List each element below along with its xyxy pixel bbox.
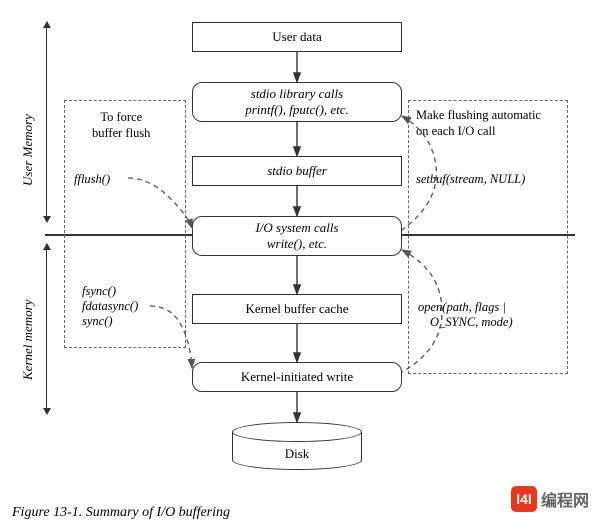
node-user-data: User data [192,22,402,52]
user-memory-label: User Memory [20,80,36,220]
annot-0: fflush() [74,172,110,188]
annot-6: O_SYNC, mode) [430,315,513,331]
node-io-sys: I/O system callswrite(), etc. [192,216,402,256]
site-logo: l4l 编程网 [511,486,589,512]
user-mem-range-arrow [46,22,47,222]
disk-node: Disk [232,422,362,472]
auto-flush-title: Make flushing automatic on each I/O call [416,108,541,139]
auto-flush-box [408,100,568,374]
annot-1: fsync() [82,284,116,300]
annot-2: fdatasync() [82,299,138,315]
io-buffering-diagram: User Memory Kernel memory To force buffe… [0,0,595,530]
kernel-mem-range-arrow [46,244,47,414]
kernel-memory-label: Kernel memory [20,260,36,420]
annot-3: sync() [82,314,113,330]
force-flush-line1: To force [100,110,142,124]
force-flush-title: To force buffer flush [92,110,150,141]
node-kernel-wr: Kernel-initiated write [192,362,402,392]
logo-text: 编程网 [541,487,589,511]
force-flush-line2: buffer flush [92,126,150,140]
annot-5: open(path, flags | [418,300,506,316]
auto-flush-line1: Make flushing automatic [416,108,541,122]
figure-caption: Figure 13-1. Summary of I/O buffering [12,505,230,521]
node-kernel-buf: Kernel buffer cache [192,294,402,324]
disk-label: Disk [232,446,362,462]
node-stdio-calls: stdio library callsprintf(), fputc(), et… [192,82,402,122]
node-stdio-buf: stdio buffer [192,156,402,186]
annot-4: setbuf(stream, NULL) [416,172,525,188]
logo-icon: l4l [511,486,537,512]
auto-flush-line2: on each I/O call [416,124,495,138]
